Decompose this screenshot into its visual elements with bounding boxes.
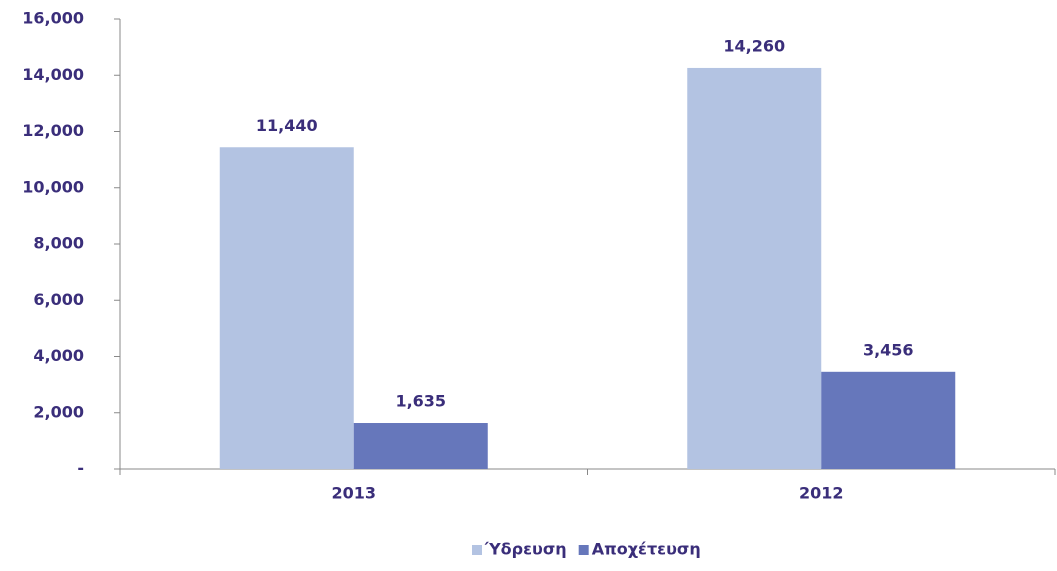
x-tick-label: 2012 bbox=[799, 484, 844, 503]
bar bbox=[821, 371, 956, 469]
x-tick-label: 2013 bbox=[331, 484, 376, 503]
y-tick-label: 2,000 bbox=[33, 402, 84, 421]
bar bbox=[687, 67, 822, 469]
y-tick-label: - bbox=[77, 459, 84, 478]
value-label: 1,635 bbox=[395, 392, 446, 411]
value-label: 11,440 bbox=[256, 116, 318, 135]
y-tick-label: 14,000 bbox=[22, 65, 84, 84]
legend-swatch bbox=[472, 545, 482, 555]
legend-swatch bbox=[578, 545, 589, 555]
legend-label: Ύδρευση bbox=[484, 540, 567, 559]
bar bbox=[353, 423, 488, 469]
y-tick-label: 12,000 bbox=[22, 121, 84, 140]
y-tick-label: 16,000 bbox=[22, 9, 84, 28]
y-tick-label: 8,000 bbox=[33, 234, 84, 253]
legend-label: Αποχέτευση bbox=[592, 540, 701, 559]
y-tick-label: 10,000 bbox=[22, 177, 84, 196]
bar bbox=[219, 147, 354, 469]
value-label: 14,260 bbox=[723, 36, 785, 55]
y-tick-label: 6,000 bbox=[33, 290, 84, 309]
value-label: 3,456 bbox=[863, 340, 914, 359]
y-tick-label: 4,000 bbox=[33, 346, 84, 365]
